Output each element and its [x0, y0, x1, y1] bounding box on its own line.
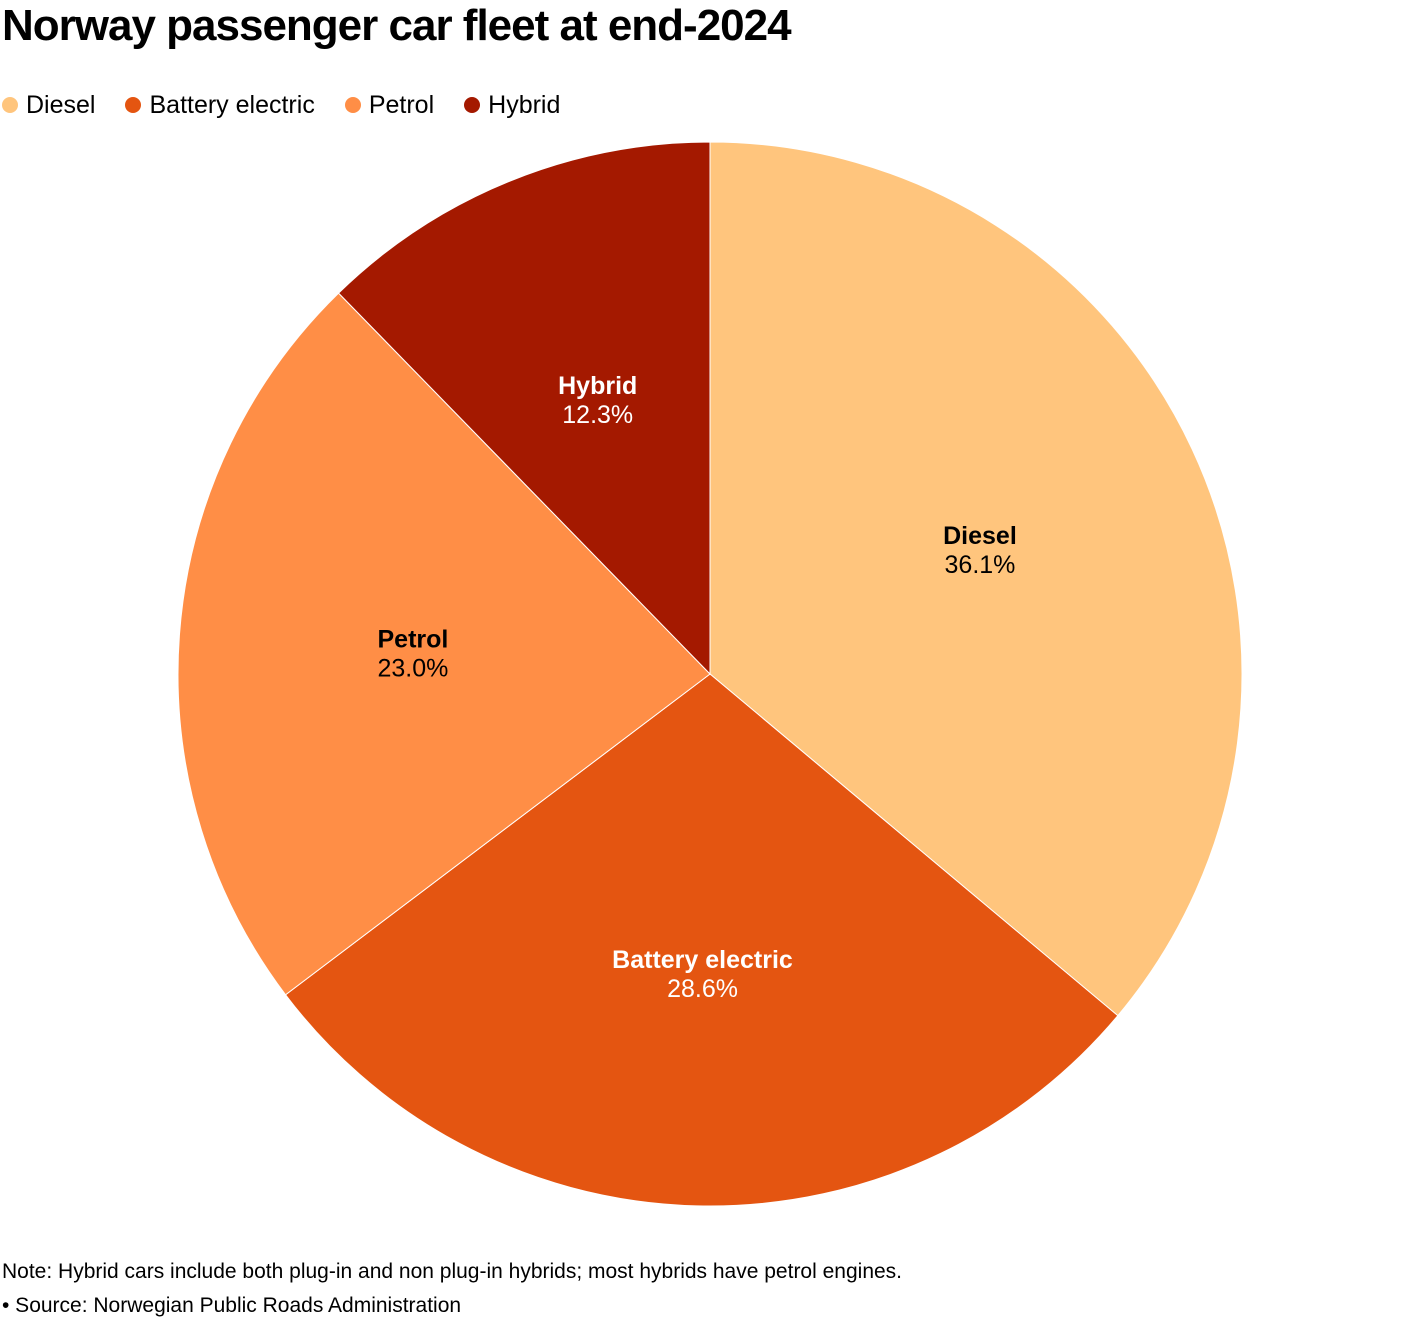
pie-slice-labels: Diesel 36.1% Battery electric 28.6% Petrol 23… — [377, 372, 1016, 1003]
slice-label-diesel: Diesel 36.1% — [943, 522, 1017, 579]
slice-label-battery-electric: Battery electric 28.6% — [612, 946, 793, 1003]
slice-label-name-diesel: Diesel — [943, 522, 1017, 550]
legend-swatch-petrol — [344, 97, 361, 113]
slice-label-name-petrol: Petrol — [377, 626, 448, 654]
legend-label-diesel: Diesel — [26, 90, 96, 119]
pie-slice-battery-electric — [284, 673, 1119, 1207]
pie-slices — [177, 141, 1243, 1207]
pie-slice-diesel — [709, 141, 1243, 1017]
chart-source: • Source: Norwegian Public Roads Adminis… — [2, 1294, 462, 1317]
legend-swatch-battery-electric — [125, 97, 142, 113]
pie-slice-petrol — [177, 292, 711, 996]
slice-label-value-petrol: 23.0% — [377, 655, 448, 683]
pie-chart: Diesel 36.1% Battery electric 28.6% Petrol 23… — [177, 141, 1243, 1207]
slice-label-name-hybrid: Hybrid — [558, 372, 637, 400]
legend-item-diesel: Diesel — [2, 91, 95, 120]
legend-item-battery-electric: Battery electric — [125, 90, 315, 120]
legend-swatch-diesel — [2, 97, 18, 113]
legend-item-hybrid: Hybrid — [464, 91, 560, 120]
legend-swatch-hybrid — [464, 97, 481, 113]
slice-label-name-battery-electric: Battery electric — [612, 946, 793, 974]
slice-label-value-battery-electric: 28.6% — [667, 975, 738, 1003]
pie-slice-hybrid — [337, 141, 711, 676]
legend-label-hybrid: Hybrid — [488, 90, 561, 119]
slice-label-value-diesel: 36.1% — [945, 551, 1016, 579]
slice-label-value-hybrid: 12.3% — [562, 401, 633, 429]
legend-label-battery-electric: Battery electric — [149, 90, 315, 119]
slice-label-petrol: Petrol 23.0% — [377, 626, 448, 683]
chart-title: Norway passenger car fleet at end-2024 — [2, 1, 792, 50]
legend-label-petrol: Petrol — [368, 90, 435, 119]
slice-label-hybrid: Hybrid 12.3% — [558, 372, 637, 429]
chart-legend: Diesel Battery electric Petrol Hybrid — [2, 90, 590, 120]
legend-item-petrol: Petrol — [344, 90, 435, 120]
chart-note: Note: Hybrid cars include both plug-in a… — [2, 1260, 903, 1283]
